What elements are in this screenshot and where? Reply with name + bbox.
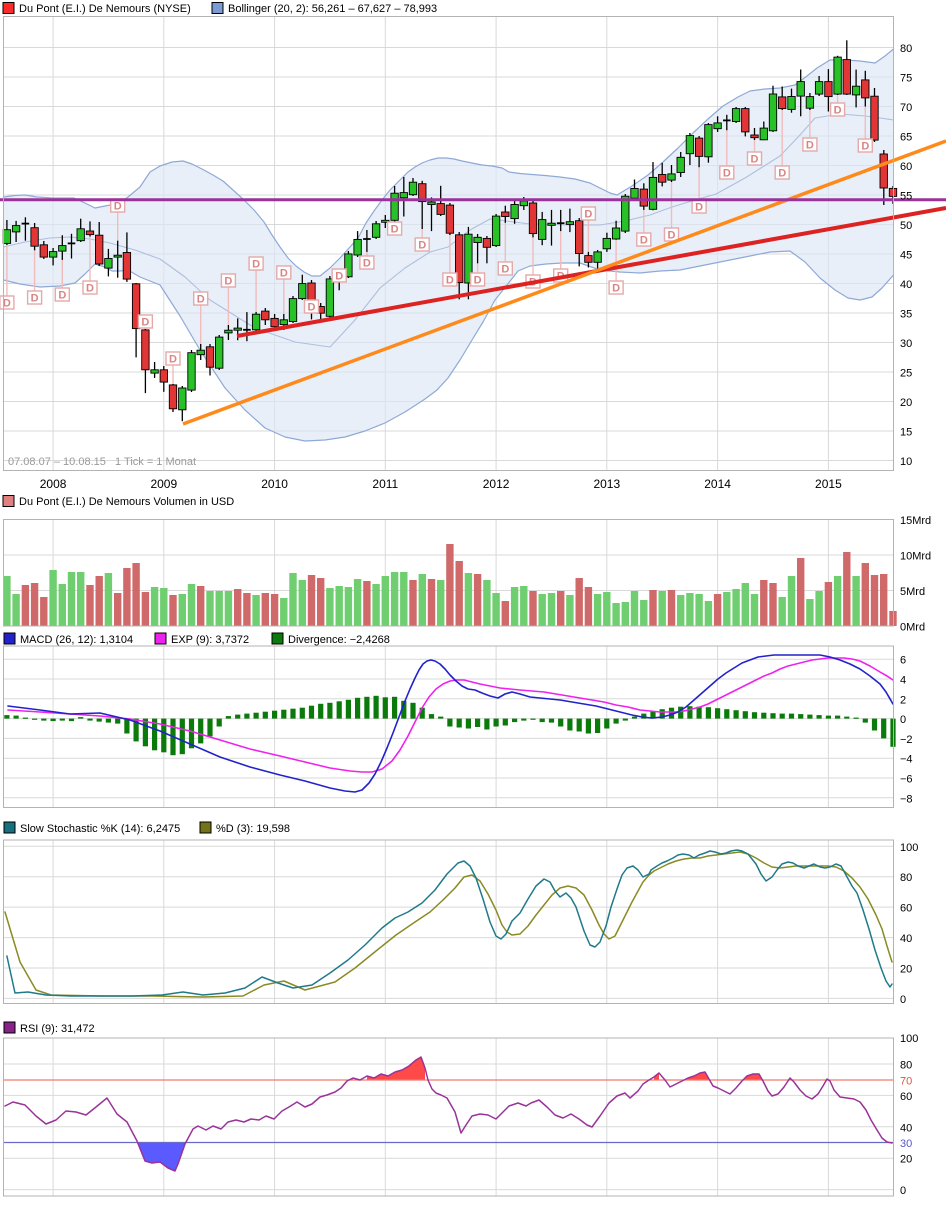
- svg-text:0: 0: [900, 994, 906, 1006]
- svg-text:Du Pont (E.I.) De Nemours Volu: Du Pont (E.I.) De Nemours Volumen in USD: [19, 496, 234, 508]
- svg-text:0Mrd: 0Mrd: [900, 622, 925, 634]
- svg-text:100: 100: [900, 842, 918, 854]
- svg-text:2011: 2011: [372, 477, 398, 491]
- svg-text:30: 30: [900, 1138, 912, 1150]
- svg-text:D: D: [778, 168, 786, 180]
- svg-text:80: 80: [900, 1060, 912, 1072]
- svg-text:70: 70: [900, 102, 912, 114]
- svg-text:65: 65: [900, 132, 912, 144]
- svg-text:2: 2: [900, 694, 906, 706]
- svg-text:15: 15: [900, 427, 912, 439]
- svg-text:Du Pont (E.I.) De Nemours (NYS: Du Pont (E.I.) De Nemours (NYSE): [19, 3, 191, 15]
- svg-text:30: 30: [900, 338, 912, 350]
- svg-text:D: D: [668, 230, 676, 242]
- svg-text:60: 60: [900, 903, 912, 915]
- svg-text:D: D: [86, 283, 94, 295]
- svg-text:D: D: [446, 275, 454, 287]
- svg-text:2014: 2014: [704, 477, 731, 491]
- svg-text:60: 60: [900, 161, 912, 173]
- svg-text:20: 20: [900, 397, 912, 409]
- svg-text:D: D: [169, 354, 177, 366]
- svg-text:50: 50: [900, 220, 912, 232]
- svg-text:D: D: [391, 224, 399, 236]
- svg-text:D: D: [3, 298, 11, 310]
- svg-text:%D (3): 19,598: %D (3): 19,598: [216, 823, 290, 835]
- svg-text:D: D: [224, 276, 232, 288]
- svg-text:−6: −6: [900, 774, 913, 786]
- svg-text:6: 6: [900, 655, 906, 667]
- svg-text:2010: 2010: [261, 477, 288, 491]
- svg-text:60: 60: [900, 1091, 912, 1103]
- svg-text:Slow Stochastic %K (14): 6,247: Slow Stochastic %K (14): 6,2475: [20, 823, 180, 835]
- svg-text:10Mrd: 10Mrd: [900, 551, 931, 563]
- svg-text:D: D: [834, 105, 842, 117]
- svg-text:25: 25: [900, 368, 912, 380]
- svg-text:20: 20: [900, 1154, 912, 1166]
- svg-text:40: 40: [900, 279, 912, 291]
- svg-text:D: D: [141, 317, 149, 329]
- svg-text:D: D: [114, 201, 122, 213]
- svg-text:40: 40: [900, 933, 912, 945]
- svg-text:D: D: [308, 302, 316, 314]
- svg-text:D: D: [197, 294, 205, 306]
- svg-text:45: 45: [900, 250, 912, 262]
- svg-text:10: 10: [900, 456, 912, 468]
- svg-text:100: 100: [900, 1033, 918, 1045]
- svg-text:75: 75: [900, 73, 912, 85]
- svg-text:2008: 2008: [40, 477, 67, 491]
- svg-text:D: D: [31, 293, 39, 305]
- svg-text:15Mrd: 15Mrd: [900, 515, 931, 527]
- svg-text:D: D: [723, 168, 731, 180]
- svg-text:2015: 2015: [815, 477, 842, 491]
- svg-text:80: 80: [900, 43, 912, 55]
- svg-text:D: D: [584, 209, 592, 221]
- svg-text:2009: 2009: [150, 477, 177, 491]
- svg-text:D: D: [418, 240, 426, 252]
- svg-text:D: D: [58, 290, 66, 302]
- svg-text:0: 0: [900, 714, 906, 726]
- svg-text:D: D: [612, 283, 620, 295]
- svg-text:D: D: [252, 259, 260, 271]
- svg-text:2012: 2012: [483, 477, 510, 491]
- svg-text:Divergence: −2,4268: Divergence: −2,4268: [288, 634, 390, 646]
- svg-text:−4: −4: [900, 754, 913, 766]
- svg-text:07.08.07 – 10.08.15 1 Tick =: 07.08.07 – 10.08.15 1 Tick = 1 Monat: [8, 456, 196, 468]
- svg-text:D: D: [806, 140, 814, 152]
- svg-text:EXP (9): 3,7372: EXP (9): 3,7372: [171, 634, 249, 646]
- svg-text:0: 0: [900, 1185, 906, 1197]
- svg-text:D: D: [751, 154, 759, 166]
- svg-text:−8: −8: [900, 793, 913, 805]
- svg-text:D: D: [335, 271, 343, 283]
- svg-text:D: D: [695, 202, 703, 214]
- svg-text:RSI (9): 31,472: RSI (9): 31,472: [20, 1023, 95, 1035]
- svg-text:D: D: [861, 141, 869, 153]
- svg-text:70: 70: [900, 1076, 912, 1088]
- svg-text:D: D: [363, 258, 371, 270]
- svg-text:40: 40: [900, 1122, 912, 1134]
- svg-text:2013: 2013: [593, 477, 620, 491]
- svg-text:D: D: [501, 264, 509, 276]
- svg-text:D: D: [474, 275, 482, 287]
- svg-text:5Mrd: 5Mrd: [900, 586, 925, 598]
- svg-text:4: 4: [900, 675, 906, 687]
- svg-text:−2: −2: [900, 734, 913, 746]
- svg-text:20: 20: [900, 964, 912, 976]
- svg-text:35: 35: [900, 309, 912, 321]
- svg-text:D: D: [280, 268, 288, 280]
- svg-text:55: 55: [900, 191, 912, 203]
- svg-text:D: D: [640, 235, 648, 247]
- svg-text:Bollinger (20, 2): 56,261 – 67: Bollinger (20, 2): 56,261 – 67,627 – 78,…: [228, 3, 437, 15]
- svg-text:80: 80: [900, 872, 912, 884]
- svg-text:MACD (26, 12): 1,3104: MACD (26, 12): 1,3104: [20, 634, 133, 646]
